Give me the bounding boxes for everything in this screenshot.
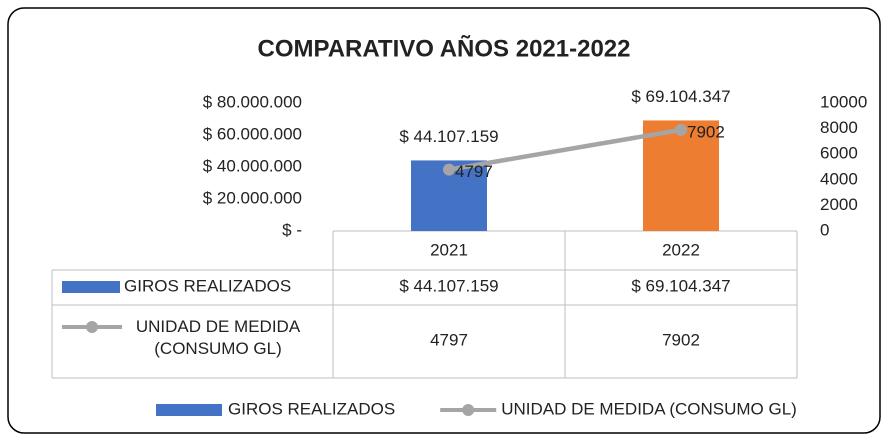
x-tick-label: 2021 [430, 240, 468, 259]
legend-marker [86, 321, 98, 333]
legend-marker [462, 404, 475, 416]
legend-label: UNIDAD DE MEDIDA (CONSUMO GL) [501, 399, 797, 418]
bar-value-label: $ 69.104.347 [631, 87, 730, 106]
data-table-grid [51, 230, 798, 379]
table-legend-key [62, 281, 120, 293]
table-series-name-box: UNIDAD DE MEDIDA (CONSUMO GL) [135, 317, 301, 358]
y-tick-label: $ 20.000.000 [203, 188, 302, 207]
line-value-label: 7902 [687, 122, 725, 141]
x-tick-label: 2022 [662, 240, 700, 259]
y2-tick-label: 4000 [820, 169, 858, 188]
y-tick-label: $ - [282, 220, 302, 239]
line-marker [675, 123, 687, 136]
y-tick-label: $ 80.000.000 [203, 92, 302, 111]
y-tick-label: $ 40.000.000 [203, 156, 302, 175]
table-cell: 4797 [430, 330, 468, 349]
table-cell: 7902 [662, 330, 700, 349]
table-cell: $ 44.107.159 [399, 276, 498, 295]
line-marker [443, 163, 455, 176]
y2-tick-label: 2000 [820, 195, 858, 214]
y2-tick-label: 0 [820, 220, 829, 239]
y2-tick-label: 10000 [820, 92, 867, 111]
table-series-name: GIROS REALIZADOS [124, 276, 291, 295]
legend-key [156, 404, 222, 416]
table-cell: $ 69.104.347 [631, 276, 730, 295]
table-series-name: UNIDAD DE MEDIDA (CONSUMO GL) [135, 317, 301, 358]
bar [643, 120, 719, 231]
legend-label: GIROS REALIZADOS [228, 399, 395, 418]
chart-title: COMPARATIVO AÑOS 2021-2022 [258, 34, 631, 62]
line-value-label: 4797 [455, 162, 493, 181]
line [448, 127, 682, 172]
y-tick-label: $ 60.000.000 [203, 124, 302, 143]
y2-tick-label: 6000 [820, 144, 858, 163]
bar-value-label: $ 44.107.159 [399, 127, 498, 146]
y2-tick-label: 8000 [820, 118, 858, 137]
